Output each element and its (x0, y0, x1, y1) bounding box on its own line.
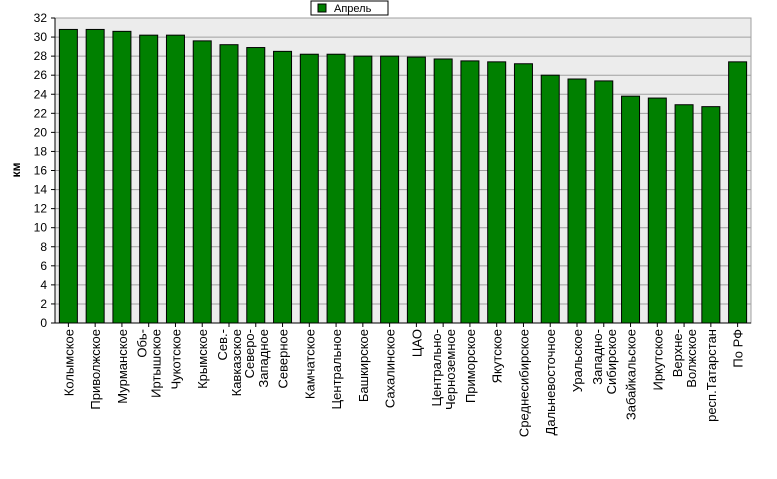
x-category-label: Западно- (590, 329, 605, 385)
x-category-label: Сев.- (215, 329, 230, 360)
x-category-label: Сахалинское (383, 329, 398, 408)
legend-swatch (317, 3, 327, 13)
bar[interactable] (299, 53, 319, 324)
y-tick-label: 20 (34, 125, 48, 139)
x-category-label: По РФ (731, 329, 746, 368)
bar[interactable] (594, 80, 614, 324)
x-category-label: Западное (256, 329, 271, 388)
x-category-label: Кавказское (229, 329, 244, 396)
y-tick-label: 8 (40, 240, 47, 254)
y-tick-label: 4 (40, 278, 47, 292)
y-tick-label: 14 (34, 183, 48, 197)
x-category-label: Черноземное (443, 329, 458, 410)
x-category-label: Мурманское (115, 329, 130, 404)
y-tick-label: 22 (34, 106, 48, 120)
legend-label: Апрель (334, 3, 372, 15)
x-category-label: Башкирское (356, 329, 371, 402)
x-category-label: Иркутское (650, 329, 665, 391)
x-category-label: Обь- (135, 329, 150, 358)
x-category-label: Забайкальское (624, 329, 639, 420)
y-tick-label: 6 (40, 259, 47, 273)
bar[interactable] (112, 30, 132, 324)
y-tick-label: 30 (34, 30, 48, 44)
x-category-label: Северное (276, 329, 291, 388)
x-category-label: Приморское (463, 329, 478, 403)
bar[interactable] (433, 58, 453, 324)
bar[interactable] (353, 55, 373, 324)
y-tick-label: 18 (34, 144, 48, 158)
bar[interactable] (728, 61, 748, 324)
x-category-label: Иртышское (149, 329, 164, 398)
y-tick-label: 2 (40, 297, 47, 311)
bar[interactable] (58, 28, 78, 324)
y-axis-title: км (9, 162, 23, 177)
bar[interactable] (674, 104, 694, 324)
x-category-label: ЦАО (409, 329, 424, 357)
bar[interactable] (273, 50, 293, 324)
bar[interactable] (540, 74, 560, 324)
x-category-label: Камчатское (302, 329, 317, 399)
bar[interactable] (219, 44, 239, 324)
bar[interactable] (165, 34, 185, 324)
bar[interactable] (326, 53, 346, 324)
x-category-label: Сибирское (604, 329, 619, 394)
y-tick-label: 12 (34, 202, 48, 216)
bar[interactable] (621, 95, 641, 324)
legend[interactable]: Апрель (310, 0, 389, 16)
y-tick-label: 16 (34, 164, 48, 178)
x-axis-labels: Колымское Приволжское Мурманское Обь- Иртышс… (61, 323, 746, 437)
x-category-label: Дальневосточное (543, 329, 558, 435)
y-tick-label: 26 (34, 68, 48, 82)
y-tick-label: 10 (34, 221, 48, 235)
x-category-label: Колымское (61, 329, 76, 396)
x-category-label: Якутское (490, 329, 505, 383)
x-category-label: Крымское (195, 329, 210, 389)
bar[interactable] (513, 63, 533, 324)
bar[interactable] (460, 60, 480, 324)
legend-box (310, 0, 389, 16)
bar[interactable] (647, 97, 667, 324)
bar[interactable] (246, 47, 266, 324)
x-category-label: Северо- (242, 329, 257, 378)
bar[interactable] (192, 40, 212, 324)
y-tick-label: 28 (34, 49, 48, 63)
bar[interactable] (567, 78, 587, 324)
bar-series (58, 28, 748, 324)
y-tick-label: 0 (40, 316, 47, 330)
y-tick-label: 24 (34, 87, 48, 101)
bar[interactable] (380, 55, 400, 324)
x-category-label: респ.Татарстан (704, 329, 719, 422)
x-category-label: Приволжское (88, 329, 103, 410)
y-tick-label: 32 (34, 11, 48, 25)
bar[interactable] (85, 28, 105, 324)
x-category-label: Центрально- (429, 329, 444, 407)
x-category-label: Чукотское (168, 329, 183, 390)
x-category-label: Волжское (684, 329, 699, 388)
x-category-label: Центральное (329, 329, 344, 409)
bar[interactable] (487, 61, 507, 324)
bar[interactable] (701, 106, 721, 324)
x-category-label: Среднесибирское (516, 329, 531, 437)
bar[interactable] (406, 56, 426, 324)
x-category-label: Уральское (570, 329, 585, 392)
x-category-label: Верхне- (670, 329, 685, 377)
bar[interactable] (139, 34, 159, 324)
